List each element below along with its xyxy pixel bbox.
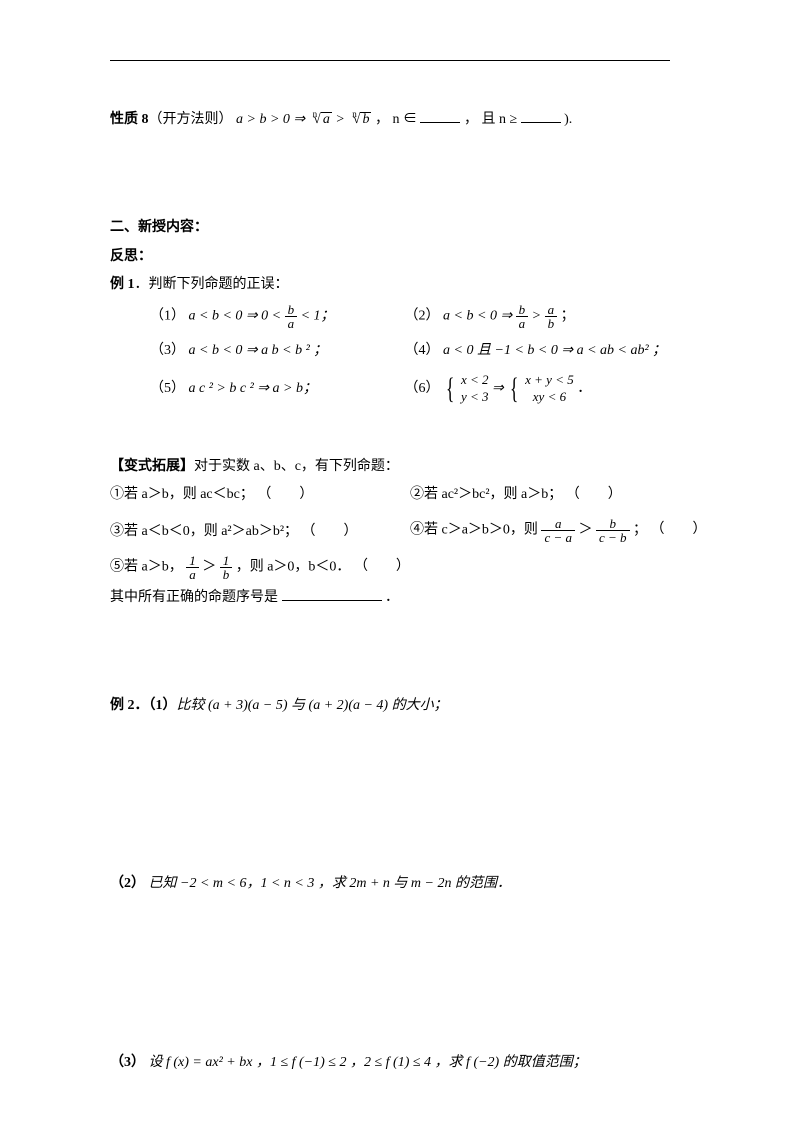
variant-heading: 【变式拓展】对于实数 a、b、c，有下列命题： [110, 456, 710, 478]
section2-sub: 反思： [110, 246, 710, 268]
prop8-sep: > [335, 112, 348, 127]
prop8-paren: （开方法则） [149, 112, 233, 127]
ex1-row3: （5） a c ² > b c ² ⇒ a > b； （6） { x < 2y … [150, 372, 710, 406]
prop8-root-a: n√a [309, 112, 332, 127]
prop8-expr-pre: a > b > 0 ⇒ [236, 112, 309, 127]
ex1-item6: （6） { x < 2y < 3 ⇒ { x + y < 5xy < 6 ． [405, 372, 710, 406]
property-8: 性质 8（开方法则） a > b > 0 ⇒ n√a > n√b ， n ∈ ，… [110, 109, 710, 131]
variant-item3: ③若 a＜b＜0，则 a²＞ab＞b²； （ ） [110, 521, 410, 543]
ex2-part2: （2） 已知 −2 < m < 6，1 < n < 3 ，求 2m + n 与 … [110, 873, 710, 895]
ex1-row1: （1） a < b < 0 ⇒ 0 < ba < 1； （2） a < b < … [150, 303, 710, 330]
prop8-tail1: ， n ∈ [375, 112, 417, 127]
variant-item1: ①若 a＞b，则 ac＜bc； （ ） [110, 484, 410, 506]
variant-item4: ④若 c＞a＞b＞0，则 ac − a ＞ bc − b ； （ ） [410, 517, 710, 544]
variant-row2: ③若 a＜b＜0，则 a²＞ab＞b²； （ ） ④若 c＞a＞b＞0，则 ac… [110, 517, 710, 544]
prop8-root-b: n√b [348, 112, 371, 127]
blank-n-set[interactable] [420, 109, 460, 123]
ex1-row2: （3） a < b < 0 ⇒ a b < b ² ； （4） a < 0 且 … [150, 340, 710, 362]
ex1-item5: （5） a c ² > b c ² ⇒ a > b； [150, 378, 405, 400]
ex1-item1: （1） a < b < 0 ⇒ 0 < ba < 1； [150, 303, 405, 330]
variant-answer: 其中所有正确的命题序号是 ． [110, 587, 710, 609]
ex2-part3: （3） 设 f (x) = ax² + bx ，1 ≤ f (−1) ≤ 2 ，… [110, 1052, 710, 1074]
prop8-tail2: ， 且 n ≥ [464, 112, 517, 127]
left-brace-1: { [446, 375, 455, 402]
blank-answer[interactable] [282, 587, 382, 601]
left-brace-2: { [510, 375, 519, 402]
top-rule [110, 60, 670, 61]
variant-row1: ①若 a＞b，则 ac＜bc； （ ） ②若 ac²＞bc²，则 a＞b； （ … [110, 484, 710, 506]
ex1-title: 例 1．判断下列命题的正误： [110, 274, 710, 296]
ex1-item3: （3） a < b < 0 ⇒ a b < b ² ； [150, 340, 405, 362]
variant-item5: ⑤若 a＞b， 1a ＞ 1b ，则 a＞0，b＜0． （ ） [110, 554, 710, 581]
section2-title: 二、新授内容： [110, 217, 710, 239]
ex1-item4: （4） a < 0 且 −1 < b < 0 ⇒ a < ab < ab² ； [405, 340, 710, 362]
ex2-part1: 例 2．（1）比较 (a + 3)(a − 5) 与 (a + 2)(a − 4… [110, 695, 710, 717]
blank-n-ge[interactable] [521, 109, 561, 123]
prop8-label: 性质 8 [110, 112, 149, 127]
prop8-tail3: ). [564, 112, 572, 127]
variant-item2: ②若 ac²＞bc²，则 a＞b； （ ） [410, 484, 710, 506]
ex1-item2: （2） a < b < 0 ⇒ ba > ab ； [405, 303, 710, 330]
